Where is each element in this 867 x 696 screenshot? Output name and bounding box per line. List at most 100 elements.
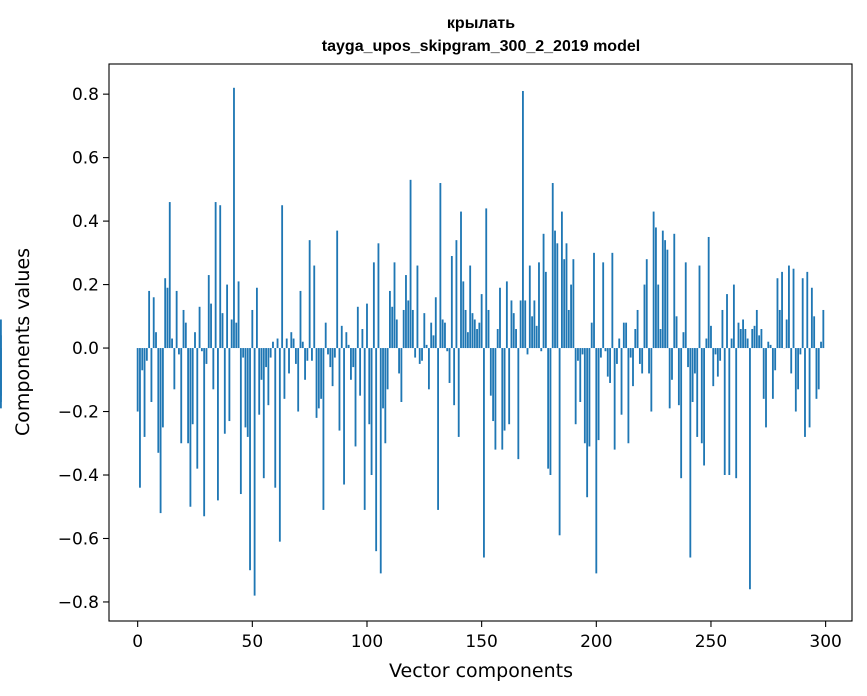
bar-component-156 bbox=[494, 348, 497, 450]
bar-component-51 bbox=[253, 348, 256, 596]
bar-component-242 bbox=[691, 348, 694, 402]
bar-component-209 bbox=[616, 348, 618, 364]
bar-component-166 bbox=[517, 348, 520, 460]
bar-component-178 bbox=[544, 271, 547, 349]
bar-component-275 bbox=[767, 341, 770, 349]
bar-component-96 bbox=[356, 306, 359, 349]
bar-component-200 bbox=[595, 348, 598, 574]
bar-component-54 bbox=[260, 348, 263, 380]
bar-component-125 bbox=[423, 313, 426, 349]
bar-component-77 bbox=[313, 265, 316, 349]
bar-component-73 bbox=[304, 348, 306, 380]
bar-component-56 bbox=[265, 348, 267, 368]
bar-component-47 bbox=[244, 348, 247, 428]
y-tick-label: −0.6 bbox=[58, 529, 99, 549]
bar-component-222 bbox=[645, 259, 648, 349]
bar-component-265 bbox=[744, 329, 747, 349]
bar-component-196 bbox=[586, 348, 589, 498]
bar-component-182 bbox=[554, 230, 556, 349]
bar-component-235 bbox=[675, 316, 678, 349]
bar-component-174 bbox=[535, 325, 538, 349]
bar-component-6 bbox=[150, 348, 153, 402]
bar-component-124 bbox=[421, 348, 423, 361]
y-tick-label: −0.4 bbox=[58, 466, 99, 486]
bar-component-12 bbox=[164, 278, 167, 349]
bar-component-264 bbox=[742, 319, 744, 349]
bar-component-114 bbox=[398, 348, 400, 374]
bar-component-80 bbox=[320, 348, 323, 399]
bar-component-237 bbox=[680, 348, 683, 479]
bar-component-18 bbox=[178, 348, 180, 355]
bar-component-85 bbox=[331, 348, 334, 387]
bar-component-undefined bbox=[0, 348, 2, 402]
bar-component-13 bbox=[166, 287, 169, 349]
bar-component-100 bbox=[366, 303, 368, 349]
bar-component-280 bbox=[778, 309, 781, 349]
bar-component-19 bbox=[180, 348, 183, 444]
bar-component-238 bbox=[682, 332, 685, 349]
bar-component-266 bbox=[746, 338, 749, 349]
bar-component-8 bbox=[155, 332, 157, 349]
bar-component-106 bbox=[379, 348, 382, 574]
bar-component-109 bbox=[386, 348, 389, 390]
x-tick-label: 100 bbox=[351, 632, 383, 652]
bar-component-25 bbox=[194, 332, 196, 349]
bar-component-84 bbox=[329, 348, 332, 368]
bar-component-215 bbox=[629, 348, 632, 358]
bar-component-105 bbox=[377, 243, 380, 349]
bar-component-241 bbox=[689, 348, 692, 558]
bar-component-183 bbox=[556, 243, 559, 349]
bar-component-177 bbox=[542, 233, 545, 349]
bar-component-42 bbox=[233, 87, 235, 349]
bar-component-248 bbox=[705, 338, 708, 349]
bar-component-263 bbox=[739, 329, 742, 349]
y-axis-ticks: −0.8 −0.6 −0.4 −0.2 0.0 0.2 0.4 0.6 0.8 bbox=[58, 85, 109, 613]
bar-component-63 bbox=[281, 205, 284, 349]
bar-component-270 bbox=[755, 309, 758, 349]
bar-component-144 bbox=[466, 332, 469, 349]
bar-component-160 bbox=[503, 348, 506, 431]
bar-component-255 bbox=[721, 309, 724, 349]
bar-component-271 bbox=[758, 335, 761, 349]
bar-component-276 bbox=[769, 344, 772, 349]
bar-component-102 bbox=[370, 348, 373, 475]
bar-component-92 bbox=[347, 344, 350, 349]
bar-component-93 bbox=[350, 348, 352, 380]
bar-component-34 bbox=[214, 202, 217, 349]
bar-component-252 bbox=[714, 348, 717, 355]
bar-component-52 bbox=[255, 287, 258, 349]
bar-component-55 bbox=[262, 348, 265, 479]
bar-component-113 bbox=[395, 319, 398, 349]
bar-component-57 bbox=[267, 348, 270, 406]
bar-component-246 bbox=[700, 348, 703, 444]
bar-component-150 bbox=[480, 294, 483, 349]
bar-component-17 bbox=[175, 290, 178, 349]
bar-component-141 bbox=[460, 211, 462, 349]
bar-component-123 bbox=[418, 348, 421, 364]
bar-component-205 bbox=[606, 348, 609, 377]
x-axis-label: Vector components bbox=[389, 660, 573, 682]
bar-component-249 bbox=[707, 236, 710, 349]
bar-component-192 bbox=[577, 348, 579, 361]
bar-component-170 bbox=[526, 348, 529, 355]
chart-title: крылать bbox=[447, 15, 515, 32]
bar-component-65 bbox=[285, 338, 288, 349]
bar-component-284 bbox=[788, 265, 790, 349]
bar-component-198 bbox=[590, 322, 593, 349]
bar-component-108 bbox=[384, 348, 387, 444]
bar-component-147 bbox=[473, 319, 476, 349]
bar-component-38 bbox=[223, 348, 226, 434]
bar-component-247 bbox=[703, 348, 705, 466]
bar-component-294 bbox=[810, 287, 813, 349]
bar-component-286 bbox=[792, 268, 795, 349]
bar-component-94 bbox=[352, 348, 355, 368]
bar-component-53 bbox=[258, 348, 261, 415]
bar-component-15 bbox=[171, 338, 173, 349]
bar-component-260 bbox=[732, 284, 735, 349]
bar-component-245 bbox=[698, 265, 701, 349]
bar-component-78 bbox=[315, 348, 318, 418]
bar-component-64 bbox=[283, 348, 286, 399]
bar-component-165 bbox=[515, 329, 517, 349]
bar-component-60 bbox=[274, 348, 277, 488]
bar-component-3 bbox=[143, 348, 146, 437]
